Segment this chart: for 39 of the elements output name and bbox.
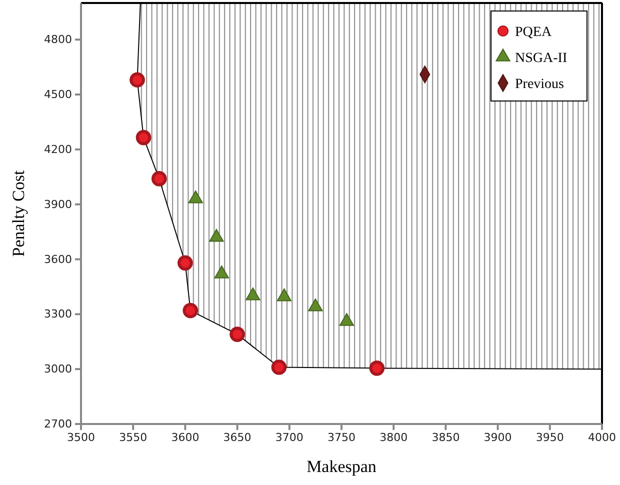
x-axis-title: Makespan xyxy=(306,457,377,476)
point xyxy=(369,360,385,376)
y-tick-label: 4500 xyxy=(44,88,72,102)
x-tick-label: 3700 xyxy=(275,430,304,444)
y-tick-label: 3900 xyxy=(44,198,72,211)
x-tick-label: 3500 xyxy=(67,430,95,444)
y-tick-label: 2700 xyxy=(44,418,72,431)
y-tick-label: 3300 xyxy=(44,308,72,321)
point xyxy=(178,255,193,271)
point xyxy=(209,228,224,242)
legend-label: NSGA-II xyxy=(515,51,568,66)
y-tick-label: 3600 xyxy=(44,252,72,266)
x-tick-label: 3850 xyxy=(432,430,460,444)
point xyxy=(182,302,198,318)
x-tick-label: 3750 xyxy=(328,430,356,444)
point xyxy=(246,288,260,300)
point xyxy=(130,72,145,88)
x-tick-label: 3800 xyxy=(380,430,408,444)
x-tick-label: 4000 xyxy=(588,430,616,444)
point xyxy=(230,326,245,342)
y-axis-title: Penalty Cost xyxy=(9,170,28,257)
legend-label: Previous xyxy=(515,77,564,92)
y-tick-label: 3000 xyxy=(44,362,72,376)
point xyxy=(151,171,167,186)
x-tick-label: 3550 xyxy=(119,430,148,444)
point xyxy=(136,130,152,146)
x-tick-label: 3900 xyxy=(484,430,512,444)
point xyxy=(214,266,229,278)
point xyxy=(339,313,354,326)
point xyxy=(276,288,292,302)
y-tick-label: 4200 xyxy=(44,142,72,156)
x-tick-label: 3600 xyxy=(171,430,200,444)
legend-label: PQEA xyxy=(515,25,552,40)
y-tick-label: 4800 xyxy=(44,33,72,46)
x-tick-label: 3950 xyxy=(536,430,564,444)
point xyxy=(271,360,287,375)
point xyxy=(188,190,203,204)
x-tick-label: 3650 xyxy=(223,430,252,444)
point xyxy=(308,298,323,312)
